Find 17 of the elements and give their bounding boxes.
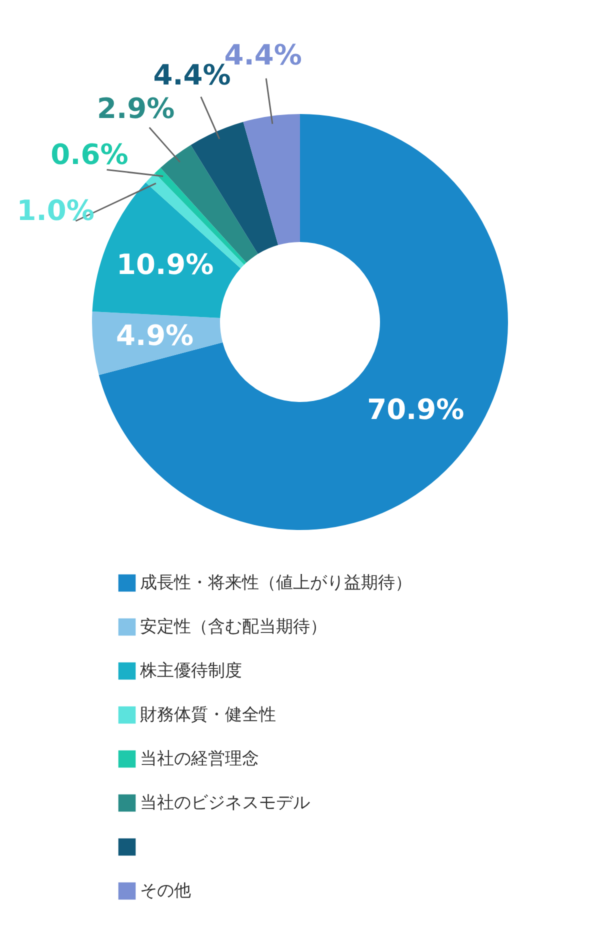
data-label: 0.6% — [50, 138, 128, 172]
legend-label: 安定性（含む配当期待） — [140, 617, 327, 637]
donut-slice — [190, 122, 278, 254]
legend-label: その他 — [140, 881, 191, 901]
legend-label: 成長性・将来性（値上がり益期待） — [140, 573, 412, 593]
data-label: 2.9% — [97, 92, 175, 126]
data-label: 4.9% — [116, 319, 194, 352]
legend-label: 当社のビジネスモデル — [140, 793, 310, 813]
data-label: 70.9% — [367, 393, 464, 426]
legend-label: 当社の経営理念 — [140, 749, 259, 769]
data-label: 10.9% — [116, 248, 214, 282]
legend-label: 財務体質・健全性 — [140, 705, 276, 725]
donut-slice — [243, 114, 300, 246]
data-label: 1.0% — [16, 194, 94, 227]
donut-slice — [92, 182, 241, 318]
data-label: 4.4% — [224, 38, 302, 72]
legend-label: 株主優待制度 — [139, 661, 242, 681]
